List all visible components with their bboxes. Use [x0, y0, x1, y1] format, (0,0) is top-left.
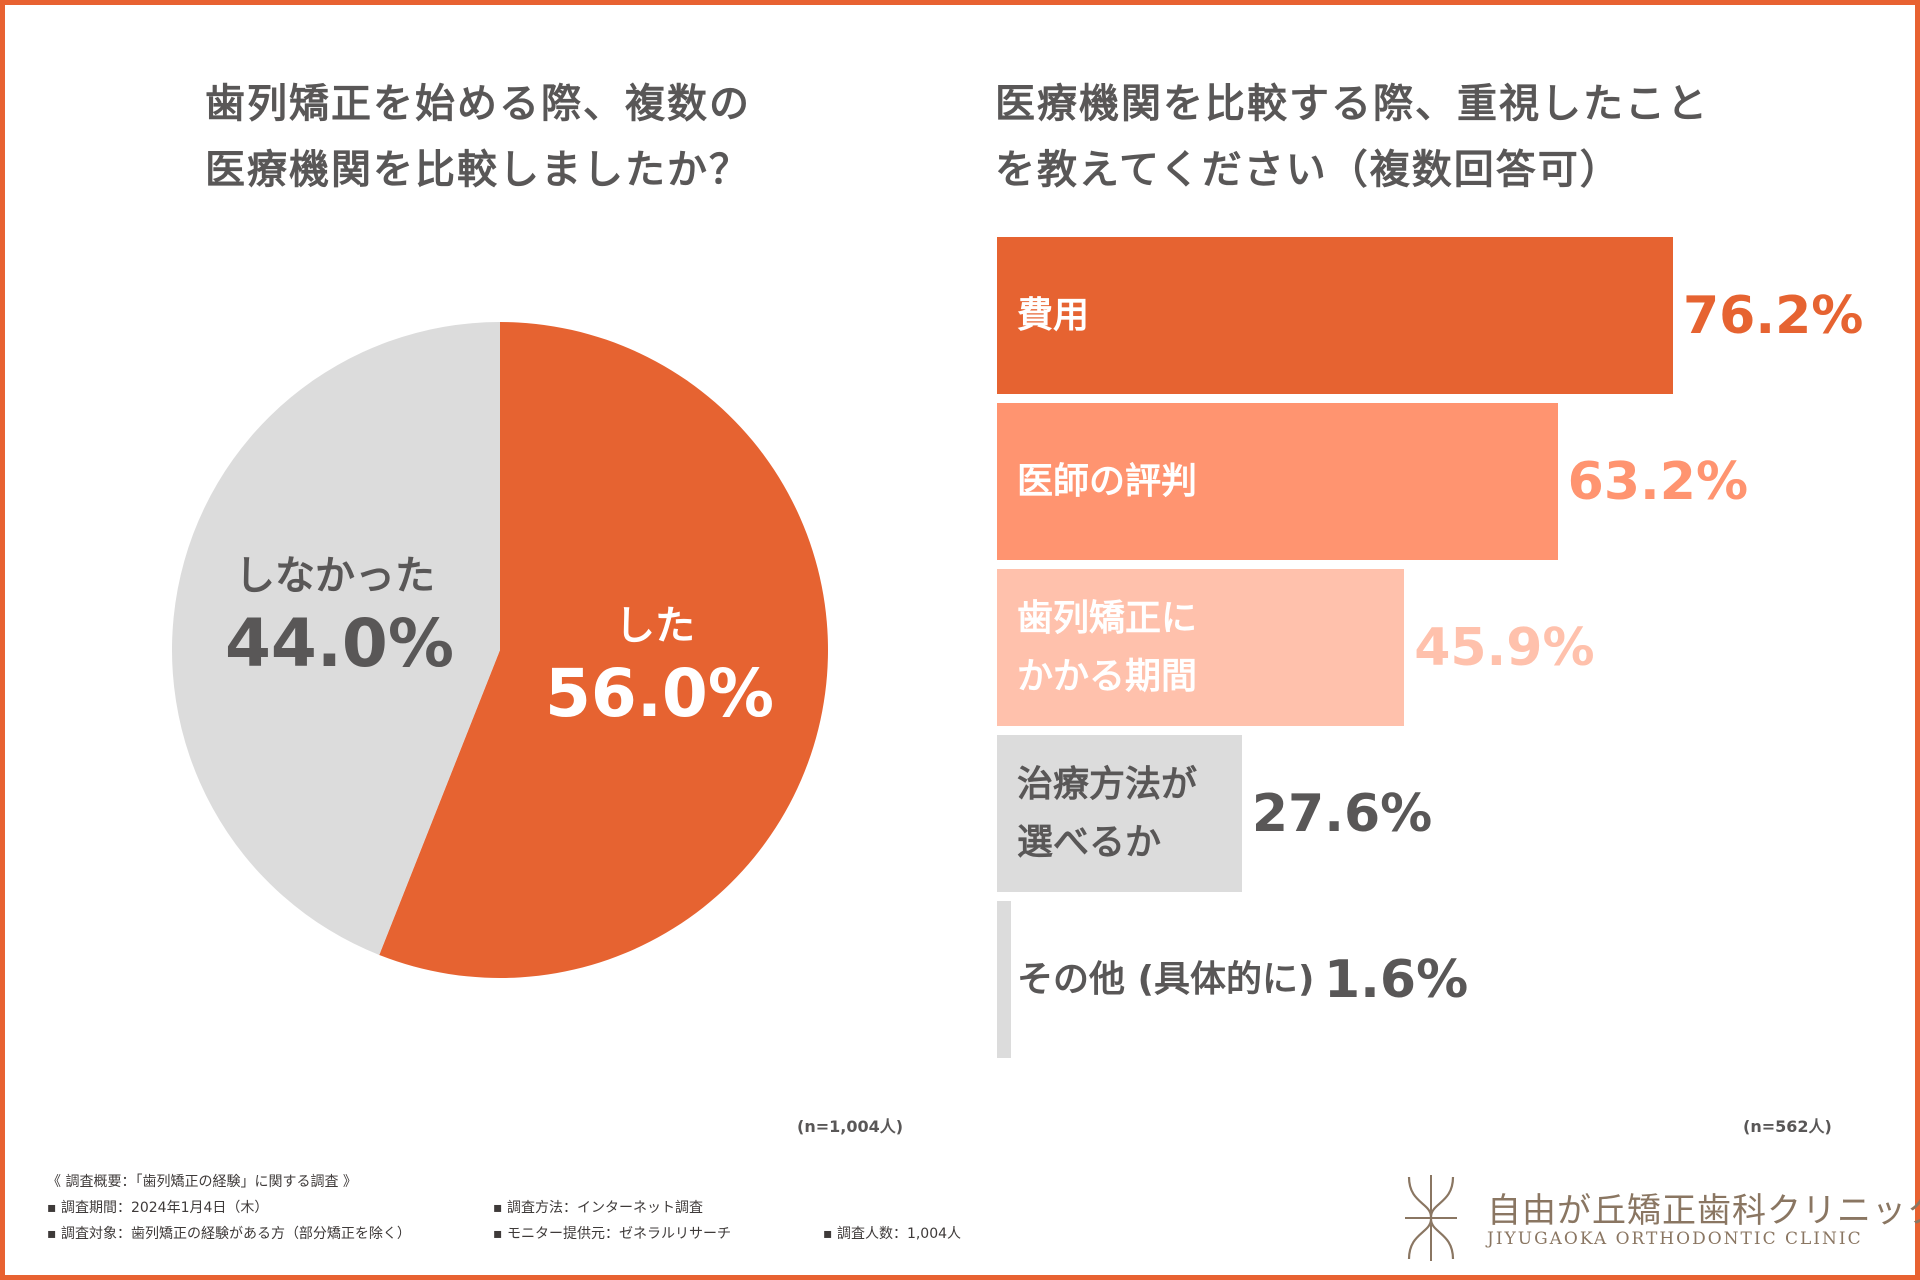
pie-label-yes: した 56.0%: [545, 600, 774, 736]
bar-1: [997, 403, 1558, 560]
bar-value-1: 63.2%: [1567, 451, 1749, 512]
bar-0: [997, 237, 1673, 394]
bar-row-3: 治療方法が選べるか 27.6%: [997, 735, 1897, 892]
bar-label-1: 医師の評判: [1017, 403, 1197, 560]
bar-title-line-1: 医療機関を比較する際、重視したこと: [995, 81, 1709, 127]
survey-row-1: ▪ 調査期間：2024年1月4日（木） ▪ 調査方法：インターネット調査: [47, 1195, 1047, 1221]
bar-value-0: 76.2%: [1683, 285, 1864, 346]
pie-title-line-1: 歯列矯正を始める際、複数の: [205, 81, 751, 127]
survey-row-2: ▪ 調査対象：歯列矯正の経験がある方（部分矯正を除く） ▪ モニター提供元：ゼネ…: [47, 1221, 1047, 1247]
bar-3: [997, 735, 1242, 892]
bar-row-2: 歯列矯正にかかる期間 45.9%: [997, 569, 1897, 726]
pie-label-no-value: 44.0%: [225, 605, 454, 682]
bar-value-4: 1.6%: [1324, 949, 1469, 1010]
bar-label-4: その他 (具体的に): [1017, 901, 1314, 1058]
survey-period: ▪ 調査期間：2024年1月4日（木）: [47, 1200, 269, 1216]
bar-label-2-line-0: 歯列矯正に: [1017, 597, 1198, 639]
pie-sample-size: (n=1,004人): [797, 1117, 904, 1136]
bar-label-1-line-0: 医師の評判: [1017, 460, 1198, 502]
bar-row-0: 費用 76.2%: [997, 237, 1897, 394]
bar-chart-title: 医療機関を比較する際、重視したこと を教えてください（複数回答可）: [995, 71, 1875, 203]
clinic-logo: 自由が丘矯正歯科クリニック JIYUGAOKA ORTHODONTIC CLIN…: [1403, 1173, 1920, 1263]
bar-row-4: その他 (具体的に) 1.6%: [997, 901, 1897, 1058]
bar-label-2: 歯列矯正にかかる期間: [1017, 569, 1197, 726]
pie-slice-yes: [379, 322, 829, 979]
survey-heading: 《 調査概要：「歯列矯正の経験」に関する調査 》: [47, 1174, 357, 1190]
bar-chart: 費用 76.2% 医師の評判 63.2% 歯列矯正にかかる期間 45.9% 治療方法が選べる…: [997, 237, 1897, 1067]
bar-label-3-line-0: 治療方法が: [1017, 763, 1198, 805]
bar-label-0-line-0: 費用: [1017, 294, 1090, 336]
bar-value-3: 27.6%: [1251, 783, 1433, 844]
pie-chart-title: 歯列矯正を始める際、複数の 医療機関を比較しましたか？: [205, 71, 925, 203]
pie-label-yes-text: した: [615, 603, 695, 649]
bar-label-2-line-1: かかる期間: [1017, 655, 1198, 697]
bar-title-line-2: を教えてください（複数回答可）: [995, 147, 1622, 193]
pie-title-line-2: 医療機関を比較しましたか？: [205, 147, 751, 193]
bar-4: [997, 901, 1012, 1058]
survey-overview: 《 調査概要：「歯列矯正の経験」に関する調査 》 ▪ 調査期間：2024年1月4…: [47, 1169, 1047, 1247]
bar-sample-size: (n=562人): [1743, 1117, 1832, 1136]
pie-label-yes-value: 56.0%: [545, 655, 774, 732]
survey-provider: ▪ モニター提供元：ゼネラルリサーチ: [493, 1226, 731, 1242]
bar-2: [997, 569, 1405, 726]
bar-label-3-line-1: 選べるか: [1017, 821, 1162, 863]
clinic-logo-mark-icon: [1405, 1175, 1457, 1261]
clinic-logo-name: 自由が丘矯正歯科クリニック: [1487, 1191, 1920, 1231]
bar-row-1: 医師の評判 63.2%: [997, 403, 1897, 560]
bar-label-3: 治療方法が 選べるか: [1017, 735, 1197, 892]
clinic-logo-subtitle: JIYUGAOKA ORTHODONTIC CLINIC: [1487, 1229, 1863, 1249]
survey-count: ▪ 調査人数：1,004人: [823, 1226, 962, 1242]
survey-row-heading: 《 調査概要：「歯列矯正の経験」に関する調査 》: [47, 1169, 1047, 1195]
bar-label-0: 費用: [1017, 237, 1089, 394]
survey-target: ▪ 調査対象：歯列矯正の経験がある方（部分矯正を除く）: [47, 1226, 411, 1242]
bar-value-2: 45.9%: [1414, 617, 1595, 678]
survey-method: ▪ 調査方法：インターネット調査: [493, 1200, 703, 1216]
pie-label-no-text: しなかった: [235, 553, 435, 599]
pie-slice-no: [172, 322, 500, 955]
bar-label-4-line-0: その他 (具体的に): [1017, 958, 1315, 1000]
pie-chart: [172, 322, 829, 979]
pie-label-no: しなかった 44.0%: [225, 550, 454, 686]
